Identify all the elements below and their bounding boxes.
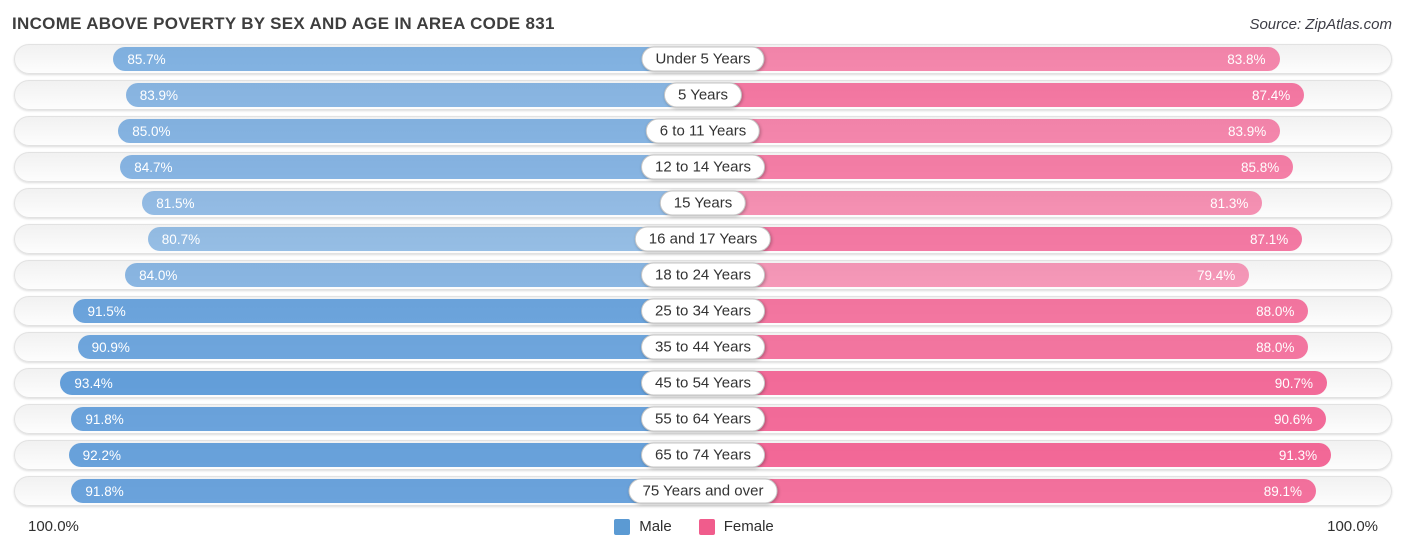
- category-label: 6 to 11 Years: [645, 118, 761, 144]
- female-bar[interactable]: 79.4%: [703, 263, 1250, 287]
- legend-male-swatch: [614, 518, 631, 535]
- male-bar[interactable]: 84.7%: [120, 155, 703, 179]
- female-bar[interactable]: 85.8%: [703, 155, 1294, 179]
- female-bar[interactable]: 90.7%: [703, 371, 1328, 395]
- male-value-label: 85.0%: [132, 124, 171, 139]
- female-bar[interactable]: 91.3%: [703, 443, 1332, 467]
- female-bar[interactable]: 83.9%: [703, 119, 1281, 143]
- female-value-label: 91.3%: [1278, 448, 1318, 463]
- female-bar[interactable]: 88.0%: [703, 299, 1309, 323]
- female-value-label: 90.6%: [1274, 412, 1313, 427]
- chart-row: 84.7% 85.8% 12 to 14 Years: [14, 152, 1392, 182]
- female-value-label: 87.4%: [1252, 88, 1291, 103]
- source-credit: Source: ZipAtlas.com: [1249, 16, 1392, 33]
- category-label: 18 to 24 Years: [641, 262, 765, 288]
- axis-right-label: 100.0%: [1327, 518, 1378, 535]
- male-value-label: 80.7%: [161, 232, 201, 247]
- male-value-label: 91.8%: [85, 484, 124, 499]
- male-value-label: 91.5%: [87, 304, 126, 319]
- category-label: 15 Years: [659, 190, 747, 216]
- chart-row: 91.5% 88.0% 25 to 34 Years: [14, 296, 1392, 326]
- male-bar[interactable]: 90.9%: [77, 335, 703, 359]
- category-label: 35 to 44 Years: [641, 334, 765, 360]
- chart-row: 91.8% 90.6% 55 to 64 Years: [14, 404, 1392, 434]
- chart-row: 80.7% 87.1% 16 and 17 Years: [14, 224, 1392, 254]
- male-bar[interactable]: 91.8%: [71, 407, 703, 431]
- female-bar[interactable]: 88.0%: [703, 335, 1309, 359]
- chart-footer: 100.0% Male Female 100.0%: [0, 512, 1406, 535]
- male-value-label: 92.2%: [82, 448, 121, 463]
- female-bar[interactable]: 81.3%: [703, 191, 1263, 215]
- chart-row: 85.7% 83.8% Under 5 Years: [14, 44, 1392, 74]
- female-value-label: 90.7%: [1274, 376, 1314, 391]
- female-value-label: 89.1%: [1263, 484, 1302, 499]
- female-value-label: 79.4%: [1196, 268, 1236, 283]
- category-label: 55 to 64 Years: [641, 406, 765, 432]
- male-bar[interactable]: 81.5%: [142, 191, 703, 215]
- male-bar[interactable]: 93.4%: [60, 371, 703, 395]
- male-value-label: 90.9%: [91, 340, 130, 355]
- male-value-label: 93.4%: [74, 376, 113, 391]
- male-bar[interactable]: 92.2%: [68, 443, 703, 467]
- male-bar[interactable]: 91.5%: [73, 299, 703, 323]
- chart-row: 90.9% 88.0% 35 to 44 Years: [14, 332, 1392, 362]
- female-bar[interactable]: 89.1%: [703, 479, 1316, 503]
- chart-row: 91.8% 89.1% 75 Years and over: [14, 476, 1392, 506]
- legend-male-label: Male: [639, 518, 672, 535]
- chart-row: 93.4% 90.7% 45 to 54 Years: [14, 368, 1392, 398]
- male-bar[interactable]: 83.9%: [125, 83, 703, 107]
- female-value-label: 83.9%: [1227, 124, 1267, 139]
- male-bar[interactable]: 80.7%: [147, 227, 703, 251]
- female-value-label: 87.1%: [1249, 232, 1289, 247]
- female-bar[interactable]: 90.6%: [703, 407, 1327, 431]
- female-bar[interactable]: 87.1%: [703, 227, 1303, 251]
- male-value-label: 81.5%: [156, 196, 195, 211]
- axis-left-label: 100.0%: [28, 518, 79, 535]
- male-bar[interactable]: 85.7%: [113, 47, 703, 71]
- chart-header: INCOME ABOVE POVERTY BY SEX AND AGE IN A…: [0, 12, 1406, 44]
- category-label: 45 to 54 Years: [641, 370, 765, 396]
- male-value-label: 83.9%: [139, 88, 179, 103]
- male-bar[interactable]: 84.0%: [125, 263, 703, 287]
- male-value-label: 91.8%: [85, 412, 124, 427]
- male-value-label: 85.7%: [127, 52, 166, 67]
- category-label: 25 to 34 Years: [641, 298, 765, 324]
- female-value-label: 83.8%: [1227, 52, 1266, 67]
- chart-rows: 85.7% 83.8% Under 5 Years 83.9% 87.4% 5 …: [0, 44, 1406, 506]
- female-bar[interactable]: 87.4%: [703, 83, 1305, 107]
- category-label: Under 5 Years: [641, 46, 765, 72]
- category-label: 5 Years: [663, 82, 743, 108]
- female-value-label: 85.8%: [1241, 160, 1280, 175]
- male-bar[interactable]: 91.8%: [71, 479, 703, 503]
- category-label: 12 to 14 Years: [641, 154, 765, 180]
- female-value-label: 88.0%: [1256, 304, 1295, 319]
- chart-row: 84.0% 79.4% 18 to 24 Years: [14, 260, 1392, 290]
- legend-female-label: Female: [723, 518, 774, 535]
- female-bar[interactable]: 83.8%: [703, 47, 1280, 71]
- category-label: 75 Years and over: [628, 478, 778, 504]
- category-label: 16 and 17 Years: [634, 226, 772, 252]
- male-value-label: 84.7%: [134, 160, 173, 175]
- page-title: INCOME ABOVE POVERTY BY SEX AND AGE IN A…: [12, 14, 555, 33]
- category-label: 65 to 74 Years: [641, 442, 765, 468]
- chart-row: 85.0% 83.9% 6 to 11 Years: [14, 116, 1392, 146]
- chart-row: 81.5% 81.3% 15 Years: [14, 188, 1392, 218]
- male-value-label: 84.0%: [139, 268, 178, 283]
- chart-row: 92.2% 91.3% 65 to 74 Years: [14, 440, 1392, 470]
- female-value-label: 88.0%: [1256, 340, 1295, 355]
- legend: Male Female: [614, 518, 792, 535]
- male-bar[interactable]: 85.0%: [118, 119, 703, 143]
- chart-row: 83.9% 87.4% 5 Years: [14, 80, 1392, 110]
- legend-female-swatch: [698, 518, 715, 535]
- female-value-label: 81.3%: [1210, 196, 1249, 211]
